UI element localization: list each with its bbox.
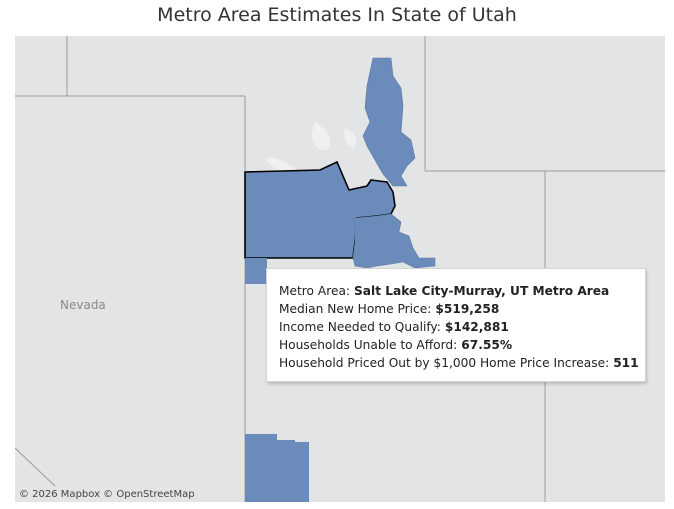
tooltip-row-metro-area: Metro Area: Salt Lake City-Murray, UT Met… [279,282,633,300]
tooltip-label: Households Unable to Afford: [279,338,458,352]
map-attribution[interactable]: © 2026 Mapbox © OpenStreetMap [19,489,195,500]
tooltip-row-income-needed: Income Needed to Qualify: $142,881 [279,318,633,336]
tooltip-value: 67.55% [461,338,513,352]
tooltip-value: $142,881 [444,320,509,334]
map-title: Metro Area Estimates In State of Utah [157,4,517,26]
tooltip-value: 511 [613,356,639,370]
metro-provo-orem[interactable] [352,213,436,269]
metro-north[interactable] [362,57,416,187]
tooltip-label: Household Priced Out by $1,000 Home Pric… [279,356,610,370]
metro-strip[interactable] [245,258,267,284]
nevada-label: Nevada [60,298,106,312]
tooltip-row-median-price: Median New Home Price: $519,258 [279,300,633,318]
map-canvas[interactable] [15,36,665,502]
tooltip-label: Metro Area: [279,284,351,298]
tooltip-value: $519,258 [435,302,500,316]
tooltip-label: Median New Home Price: [279,302,432,316]
metro-tooltip: Metro Area: Salt Lake City-Murray, UT Met… [266,268,646,382]
tooltip-row-priced-out: Household Priced Out by $1,000 Home Pric… [279,354,639,372]
terrain-texture [265,122,357,175]
tooltip-label: Income Needed to Qualify: [279,320,441,334]
metro-st-george[interactable] [245,434,309,502]
tooltip-row-unable-to-afford: Households Unable to Afford: 67.55% [279,336,633,354]
tooltip-value: Salt Lake City-Murray, UT Metro Area [354,284,610,298]
